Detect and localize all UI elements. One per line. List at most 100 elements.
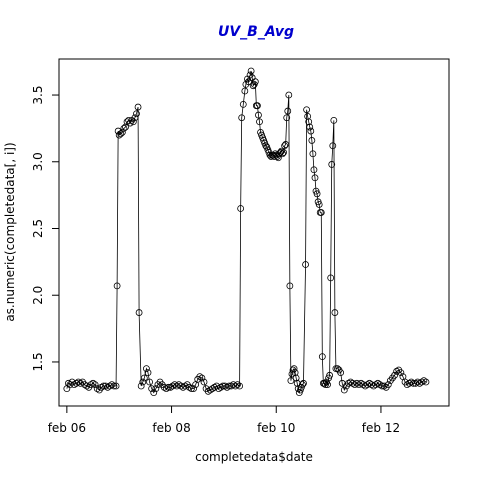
data-point <box>162 385 170 393</box>
data-point <box>330 116 338 124</box>
data-point <box>249 82 257 90</box>
data-point <box>292 374 300 382</box>
data-point <box>418 378 426 386</box>
x-tick-label: feb 08 <box>152 421 190 435</box>
y-tick-label: 3.5 <box>31 85 45 104</box>
y-tick-label: 3.0 <box>31 152 45 171</box>
data-point <box>188 385 195 393</box>
data-point <box>331 309 339 316</box>
data-point <box>91 381 99 389</box>
data-point <box>300 379 307 387</box>
data-point <box>393 367 401 375</box>
data-point <box>102 382 109 390</box>
data-point <box>131 114 139 122</box>
data-point <box>185 383 193 391</box>
data-point <box>303 106 311 114</box>
data-point <box>237 205 245 212</box>
data-point <box>282 141 290 148</box>
data-point <box>337 369 345 377</box>
data-point <box>414 378 421 386</box>
data-point <box>74 378 82 386</box>
data-point <box>306 123 314 131</box>
data-point <box>150 389 158 397</box>
data-point <box>247 67 255 75</box>
data-point <box>355 381 363 389</box>
x-tick-label: feb 10 <box>257 421 295 435</box>
y-axis: 1.5 2.0 2.5 3.0 3.5 <box>31 85 59 372</box>
data-point <box>120 124 128 132</box>
data-point <box>89 379 97 387</box>
series-points-group <box>63 67 430 397</box>
series-line <box>66 70 427 394</box>
data-point <box>340 386 348 394</box>
data-point <box>353 379 361 387</box>
data-point <box>251 78 259 86</box>
data-point <box>83 382 91 390</box>
data-point <box>285 91 293 99</box>
data-point <box>380 382 388 390</box>
data-point <box>198 374 206 382</box>
data-point <box>307 127 315 135</box>
data-point <box>304 112 312 120</box>
data-point <box>281 142 289 150</box>
data-point <box>113 282 121 290</box>
data-point <box>291 369 299 377</box>
data-point <box>238 114 246 122</box>
data-point <box>329 142 337 150</box>
data-point <box>363 381 371 389</box>
data-point <box>305 118 313 126</box>
data-point <box>117 130 125 138</box>
data-point <box>345 379 352 387</box>
data-point <box>279 150 286 158</box>
data-point <box>376 381 384 389</box>
data-point <box>311 174 319 182</box>
data-point <box>269 151 277 159</box>
plot-area-frame <box>58 58 450 407</box>
data-point <box>318 353 326 361</box>
data-point <box>391 371 398 379</box>
data-point <box>200 378 208 386</box>
data-point <box>349 379 357 387</box>
data-point <box>315 201 323 208</box>
data-point <box>135 309 143 316</box>
data-point <box>146 378 153 386</box>
data-point <box>368 381 375 389</box>
data-point <box>129 118 137 126</box>
data-point <box>223 383 231 391</box>
data-point <box>256 118 263 126</box>
data-point <box>137 382 145 390</box>
data-point <box>87 381 95 389</box>
data-point <box>310 166 318 174</box>
data-point <box>294 385 302 393</box>
data-point <box>232 382 239 390</box>
data-point <box>309 150 317 158</box>
x-axis-label: completedata$date <box>195 450 313 464</box>
x-tick-label: feb 12 <box>362 421 400 435</box>
data-point <box>286 282 294 290</box>
data-point <box>262 142 270 150</box>
data-point <box>196 373 204 381</box>
data-point <box>313 190 321 198</box>
y-tick-label: 2.5 <box>31 219 45 238</box>
data-point <box>321 379 328 387</box>
data-point <box>245 78 252 86</box>
data-point <box>412 379 419 387</box>
data-point <box>236 382 244 390</box>
data-point <box>177 382 185 390</box>
data-point <box>140 374 148 382</box>
data-point <box>108 381 116 389</box>
data-point <box>290 365 298 373</box>
data-point <box>351 381 359 389</box>
data-point <box>241 87 249 95</box>
data-point <box>372 381 380 389</box>
data-point <box>359 381 367 389</box>
data-point <box>308 137 316 144</box>
data-point <box>277 149 284 156</box>
data-point <box>171 381 179 389</box>
data-point <box>144 369 152 377</box>
data-point <box>234 381 241 389</box>
data-point <box>284 107 292 115</box>
data-point <box>326 371 334 379</box>
data-point <box>378 382 386 390</box>
